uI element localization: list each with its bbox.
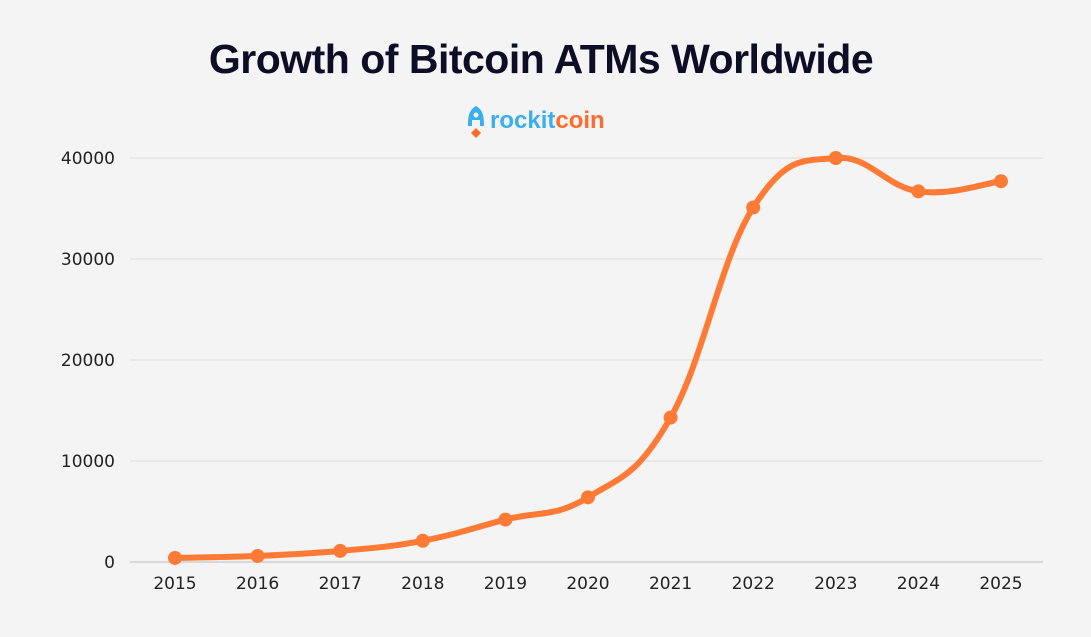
x-tick-label: 2016: [236, 574, 279, 594]
data-point: [828, 151, 843, 165]
x-tick-label: 2023: [814, 574, 857, 594]
data-point: [746, 200, 761, 215]
x-tick-label: 2022: [732, 574, 775, 594]
y-tick-label: 20000: [61, 351, 115, 371]
brand-logo: rockit coin: [466, 104, 605, 138]
y-tick-label: 10000: [61, 452, 115, 472]
data-point: [663, 410, 678, 425]
x-tick-label: 2015: [153, 574, 196, 594]
brand-text-rockit: rockit: [490, 107, 556, 134]
x-tick-label: 2024: [897, 574, 940, 594]
data-point: [415, 533, 430, 548]
y-tick-label: 30000: [61, 250, 115, 270]
data-point: [911, 184, 926, 199]
x-tick-label: 2019: [484, 574, 527, 594]
series-line: [172, 154, 1004, 561]
y-tick-label: 40000: [61, 149, 115, 169]
x-tick-label: 2021: [649, 574, 692, 594]
data-point: [994, 174, 1008, 189]
x-tick-label: 2020: [566, 574, 609, 594]
data-point: [333, 543, 348, 558]
x-tick-label: 2018: [401, 574, 444, 594]
data-point: [581, 490, 595, 505]
y-tick-label: 0: [104, 553, 115, 573]
x-tick-label: 2017: [319, 574, 362, 594]
data-point: [498, 512, 513, 527]
data-point: [250, 548, 265, 563]
x-tick-label: 2025: [979, 574, 1022, 594]
brand-text-coin: coin: [555, 107, 605, 134]
rocket-icon: [468, 106, 484, 138]
chart-title: Growth of Bitcoin ATMs Worldwide: [208, 36, 874, 82]
data-point: [168, 550, 182, 565]
